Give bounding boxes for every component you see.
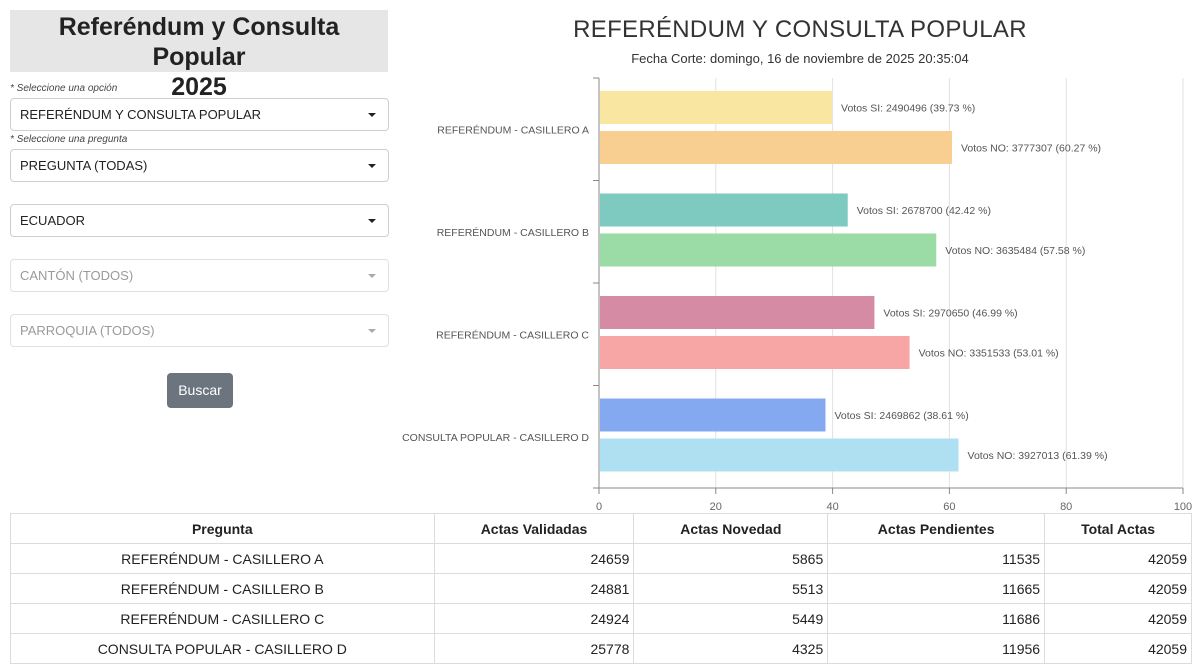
- y-category-label: REFERÉNDUM - CASILLERO B: [437, 226, 589, 239]
- province-select[interactable]: ECUADOR: [10, 204, 389, 237]
- cell-total-actas: 42059: [1044, 633, 1192, 664]
- option-hint: * Seleccione una opción: [10, 83, 118, 94]
- x-tick-label: 40: [826, 501, 838, 512]
- cell-actas-validadas: 25778: [433, 633, 635, 664]
- bar: [600, 193, 848, 227]
- bar-chart: 0 20 40 60 80 100 REFERÉNDUM - CASILLERO A REFE…: [402, 77, 1192, 512]
- caret-down-icon: [368, 274, 376, 278]
- cell-total-actas: 42059: [1044, 543, 1192, 574]
- question-select-value: PREGUNTA (TODAS): [20, 158, 148, 173]
- y-category-label: REFERÉNDUM - CASILLERO A: [437, 123, 589, 136]
- filter-panel: Referéndum y Consulta Popular 2025 * Sel…: [10, 10, 390, 408]
- cell-actas-pendientes: 11956: [827, 633, 1046, 664]
- parish-select[interactable]: PARROQUIA (TODOS): [10, 314, 389, 347]
- x-tick-label: 0: [596, 501, 602, 512]
- option-select[interactable]: REFERÉNDUM Y CONSULTA POPULAR: [10, 98, 389, 131]
- x-tick-label: 20: [710, 501, 722, 512]
- question-select[interactable]: PREGUNTA (TODAS): [10, 149, 389, 182]
- page-title: Referéndum y Consulta Popular 2025: [10, 10, 388, 101]
- bar-data-label: Votos NO: 3777307 (60.27 %): [961, 143, 1101, 155]
- parish-select-value: PARROQUIA (TODOS): [20, 323, 155, 338]
- cell-actas-pendientes: 11665: [827, 573, 1046, 604]
- bar: [600, 398, 826, 432]
- bar: [600, 296, 875, 329]
- header-actas-pendientes: Actas Pendientes: [827, 513, 1046, 544]
- bar-data-label: Votos NO: 3351533 (53.01 %): [919, 348, 1059, 360]
- canton-select-value: CANTÓN (TODOS): [20, 268, 134, 283]
- caret-down-icon: [368, 219, 376, 223]
- cell-actas-novedad: 5513: [633, 573, 829, 604]
- header-actas-validadas: Actas Validadas: [433, 513, 635, 544]
- table-row: CONSULTA POPULAR - CASILLERO D 25778 432…: [10, 633, 1192, 664]
- caret-down-icon: [368, 329, 376, 333]
- cell-actas-novedad: 5449: [633, 603, 829, 634]
- cell-actas-validadas: 24881: [433, 573, 635, 604]
- y-category-label: REFERÉNDUM - CASILLERO C: [436, 328, 589, 341]
- cell-actas-novedad: 4325: [633, 633, 829, 664]
- cell-actas-novedad: 5865: [633, 543, 829, 574]
- caret-down-icon: [368, 113, 376, 117]
- bar-data-label: Votos NO: 3927013 (61.39 %): [968, 450, 1108, 462]
- y-category-label: CONSULTA POPULAR - CASILLERO D: [402, 432, 589, 444]
- cell-actas-validadas: 24924: [433, 603, 635, 634]
- option-select-value: REFERÉNDUM Y CONSULTA POPULAR: [20, 107, 262, 122]
- cell-pregunta: REFERÉNDUM - CASILLERO A: [10, 543, 435, 574]
- question-hint: * Seleccione una pregunta: [10, 134, 128, 145]
- page-title-line1: Referéndum y Consulta Popular: [58, 13, 340, 71]
- cell-pregunta: REFERÉNDUM - CASILLERO B: [10, 573, 435, 604]
- bar-data-label: Votos SI: 2678700 (42.42 %): [857, 205, 991, 217]
- actas-table: Pregunta Actas Validadas Actas Novedad A…: [10, 513, 1192, 664]
- table-row: REFERÉNDUM - CASILLERO A 24659 5865 1153…: [10, 543, 1192, 574]
- page-title-line2: 2025: [171, 73, 227, 101]
- bar: [600, 131, 952, 164]
- bar-data-label: Votos SI: 2490496 (39.73 %): [841, 103, 975, 115]
- search-button[interactable]: Buscar: [167, 373, 233, 408]
- table-row: REFERÉNDUM - CASILLERO B 24881 5513 1166…: [10, 573, 1192, 604]
- province-select-value: ECUADOR: [20, 213, 86, 228]
- cell-pregunta: CONSULTA POPULAR - CASILLERO D: [10, 633, 435, 664]
- caret-down-icon: [368, 164, 376, 168]
- x-tick-label: 100: [1174, 501, 1192, 512]
- cell-pregunta: REFERÉNDUM - CASILLERO C: [10, 603, 435, 634]
- bar-data-label: Votos SI: 2469862 (38.61 %): [834, 410, 968, 422]
- bar: [600, 91, 833, 124]
- chart-subtitle: Fecha Corte: domingo, 16 de noviembre de…: [631, 51, 969, 66]
- cell-total-actas: 42059: [1044, 603, 1192, 634]
- header-total-actas: Total Actas: [1044, 513, 1192, 544]
- cell-actas-pendientes: 11535: [827, 543, 1046, 574]
- cell-actas-validadas: 24659: [433, 543, 635, 574]
- canton-select[interactable]: CANTÓN (TODOS): [10, 259, 389, 292]
- bar: [600, 336, 910, 369]
- table-row: REFERÉNDUM - CASILLERO C 24924 5449 1168…: [10, 603, 1192, 634]
- bar-data-label: Votos SI: 2970650 (46.99 %): [883, 308, 1017, 320]
- header-actas-novedad: Actas Novedad: [633, 513, 829, 544]
- chart-title: REFERÉNDUM Y CONSULTA POPULAR: [573, 16, 1027, 43]
- x-tick-label: 60: [943, 501, 955, 512]
- table-header-row: Pregunta Actas Validadas Actas Novedad A…: [10, 513, 1192, 544]
- x-tick-label: 80: [1060, 501, 1072, 512]
- cell-actas-pendientes: 11686: [827, 603, 1046, 634]
- bar: [600, 233, 937, 267]
- header-pregunta: Pregunta: [10, 513, 435, 544]
- cell-total-actas: 42059: [1044, 573, 1192, 604]
- bar: [600, 438, 959, 472]
- bar-data-label: Votos NO: 3635484 (57.58 %): [945, 245, 1085, 257]
